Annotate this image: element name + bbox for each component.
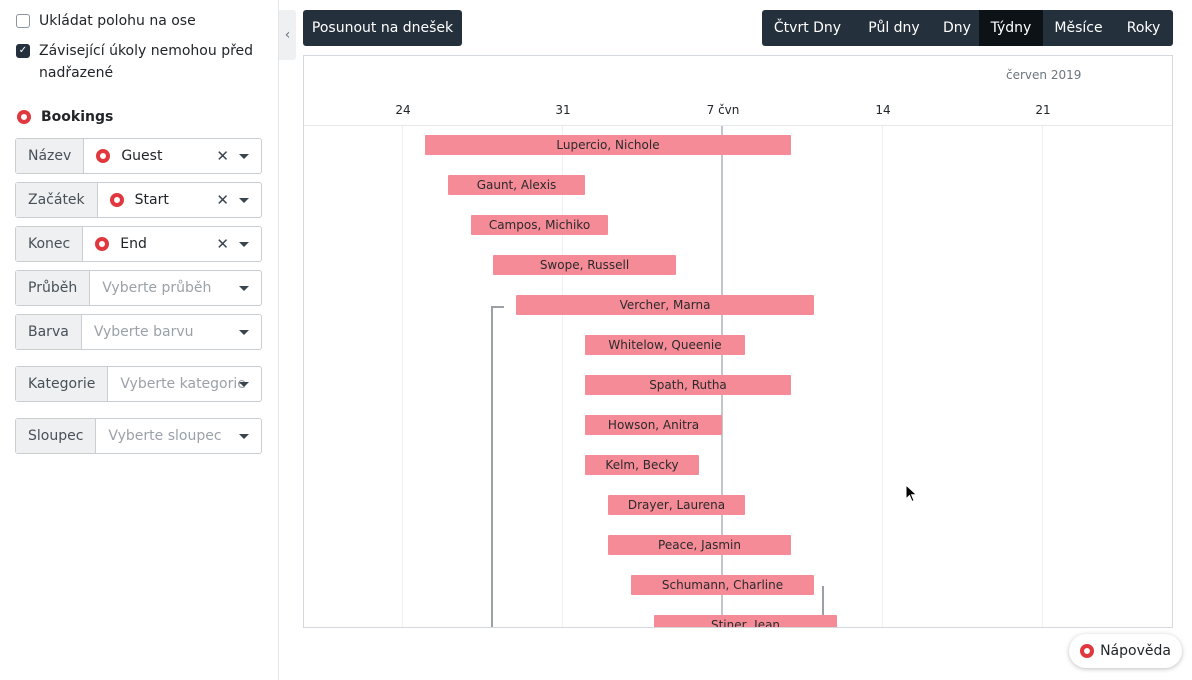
scroll-to-today-button[interactable]: Posunout na dnešek [303, 10, 462, 46]
lifebuoy-icon [96, 149, 111, 163]
task-bar[interactable]: Whitelow, Queenie [585, 335, 745, 355]
gantt-chart[interactable]: červen 2019 24 31 7 čvn 14 21 Lupercio, … [303, 55, 1173, 628]
field-value: Guest [121, 148, 163, 164]
field-name-select[interactable]: Guest ✕ [84, 139, 261, 173]
bookings-section-title: Bookings [17, 109, 113, 125]
dependency-line [822, 586, 824, 627]
help-button[interactable]: Nápověda [1069, 634, 1182, 668]
lifebuoy-icon [17, 110, 31, 124]
task-bar[interactable]: Vercher, Marna [516, 295, 814, 315]
lifebuoy-icon [1080, 644, 1095, 658]
chevron-down-icon[interactable] [239, 198, 249, 203]
zoom-years-button[interactable]: Roky [1126, 20, 1161, 36]
field-end[interactable]: Konec End ✕ [15, 226, 262, 262]
week-grid-line [562, 126, 563, 627]
field-category[interactable]: Kategorie Vyberte kategorie [15, 366, 262, 402]
lifebuoy-icon [109, 193, 124, 207]
task-bar[interactable]: Stiner, Jean [654, 615, 837, 627]
task-bar[interactable]: Howson, Anitra [585, 415, 722, 435]
timeline-header-divider [304, 125, 1172, 126]
task-bar[interactable]: Kelm, Becky [585, 455, 699, 475]
field-progress[interactable]: Průběh Vyberte průběh [15, 270, 262, 306]
zoom-days-button[interactable]: Dny [943, 20, 971, 36]
field-column[interactable]: Sloupec Vyberte sloupec [15, 418, 262, 454]
dependency-line [491, 306, 504, 308]
task-bar[interactable]: Schumann, Charline [631, 575, 814, 595]
dependency-line [491, 306, 493, 627]
field-progress-select[interactable]: Vyberte průběh [90, 271, 261, 305]
field-label: Kategorie [16, 367, 109, 401]
chevron-down-icon[interactable] [239, 242, 249, 247]
chevron-down-icon[interactable] [239, 154, 249, 159]
field-label: Sloupec [16, 419, 97, 453]
chevron-down-icon[interactable] [239, 286, 249, 291]
field-label: Průběh [16, 271, 91, 305]
field-label: Název [16, 139, 85, 173]
chevron-down-icon[interactable] [239, 330, 249, 335]
dependent-tasks-checkbox[interactable]: ✓ [16, 44, 30, 58]
task-bar[interactable]: Lupercio, Nichole [425, 135, 791, 155]
zoom-weeks-button[interactable]: Týdny [979, 10, 1043, 46]
field-color-select[interactable]: Vyberte barvu [82, 315, 261, 349]
task-bar[interactable]: Spath, Rutha [585, 375, 791, 395]
task-bar[interactable]: Swope, Russell [493, 255, 676, 275]
timeline-tick: 14 [875, 103, 891, 117]
help-label: Nápověda [1100, 643, 1171, 659]
zoom-quarter-days-button[interactable]: Čtvrt Dny [773, 20, 842, 36]
month-label: červen 2019 [1006, 68, 1082, 82]
field-placeholder: Vyberte průběh [102, 280, 212, 296]
timeline-tick: 7 čvn [706, 103, 740, 117]
option-label: Ukládat polohu na ose [39, 13, 196, 29]
timeline-tick: 31 [555, 103, 571, 117]
field-category-select[interactable]: Vyberte kategorie [108, 367, 261, 401]
sidebar: Ukládat polohu na ose ✓ Závisející úkoly… [0, 0, 279, 680]
option-label: Závisející úkoly nemohou před nadřazené [39, 43, 254, 81]
chevron-down-icon[interactable] [239, 382, 249, 387]
zoom-level-group: Čtvrt Dny Půl dny Dny Týdny Měsíce Roky [762, 10, 1173, 46]
chevron-left-icon: ‹ [284, 27, 291, 43]
task-bar[interactable]: Campos, Michiko [471, 215, 608, 235]
week-grid-line [1042, 126, 1043, 627]
field-placeholder: Vyberte kategorie [120, 376, 246, 392]
clear-icon[interactable]: ✕ [216, 191, 229, 209]
field-label: Konec [16, 227, 84, 261]
field-label: Začátek [16, 183, 98, 217]
field-value: End [120, 236, 147, 252]
clear-icon[interactable]: ✕ [216, 235, 229, 253]
save-position-checkbox[interactable] [16, 14, 30, 28]
zoom-half-days-button[interactable]: Půl dny [868, 20, 920, 36]
field-value: Start [134, 192, 169, 208]
field-label: Barva [16, 315, 82, 349]
timeline-tick: 24 [395, 103, 411, 117]
week-grid-line [402, 126, 403, 627]
field-name[interactable]: Název Guest ✕ [15, 138, 262, 174]
chevron-down-icon[interactable] [239, 434, 249, 439]
option-dependent-tasks[interactable]: ✓ Závisející úkoly nemohou před nadřazen… [16, 40, 261, 84]
field-end-select[interactable]: End ✕ [83, 227, 261, 261]
task-bar[interactable]: Gaunt, Alexis [448, 175, 585, 195]
mouse-cursor-icon [905, 484, 918, 503]
section-label: Bookings [41, 109, 114, 125]
week-grid-line [882, 126, 883, 627]
field-start-select[interactable]: Start ✕ [98, 183, 261, 217]
field-color[interactable]: Barva Vyberte barvu [15, 314, 262, 350]
task-bar[interactable]: Peace, Jasmin [608, 535, 791, 555]
timeline-tick: 21 [1035, 103, 1051, 117]
zoom-months-button[interactable]: Měsíce [1054, 20, 1103, 36]
field-start[interactable]: Začátek Start ✕ [15, 182, 262, 218]
field-placeholder: Vyberte barvu [93, 324, 194, 340]
lifebuoy-icon [95, 237, 110, 251]
task-bar[interactable]: Drayer, Laurena [608, 495, 745, 515]
field-placeholder: Vyberte sloupec [108, 428, 222, 444]
clear-icon[interactable]: ✕ [216, 147, 229, 165]
collapse-sidebar-button[interactable]: ‹ [279, 10, 296, 60]
field-column-select[interactable]: Vyberte sloupec [96, 419, 261, 453]
option-save-position[interactable]: Ukládat polohu na ose [16, 10, 196, 32]
